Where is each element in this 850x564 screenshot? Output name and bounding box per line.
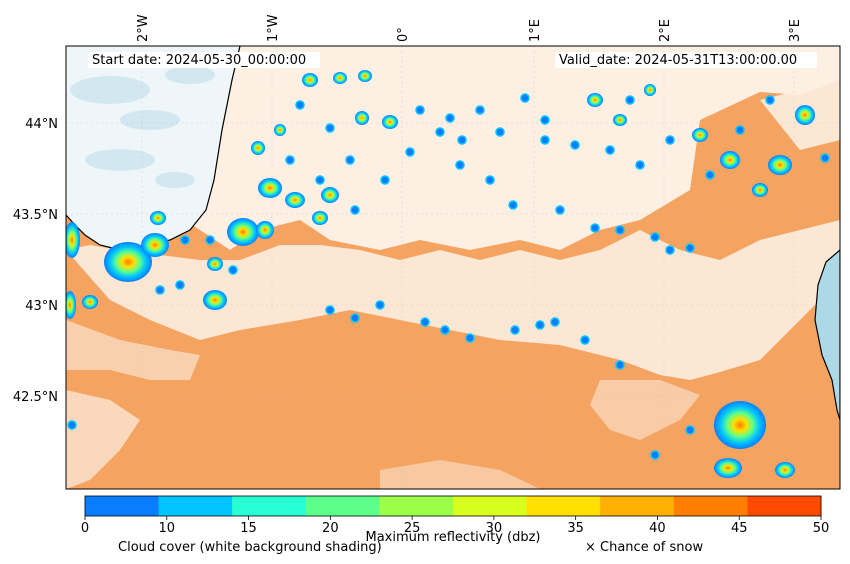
colorbar-segment [747, 496, 822, 516]
cloud-cover-shading [66, 46, 840, 489]
colorbar-segment [453, 496, 528, 516]
lon-label-2w: 2°W [136, 14, 151, 42]
colorbar-tick-label: 20 [322, 521, 339, 536]
colorbar-tick-label: 15 [240, 521, 257, 536]
longitude-labels: 2°W 1°W 0° 1°E 2°E 3°E [136, 14, 803, 42]
cloud-cover-note: Cloud cover (white background shading) [118, 540, 382, 555]
lat-label-42-5n: 42.5°N [13, 390, 58, 405]
start-date-box [88, 52, 320, 68]
lat-label-43n: 43°N [25, 299, 58, 314]
reflectivity-cells [66, 70, 815, 478]
latitude-labels: 44°N 43.5°N 43°N 42.5°N [13, 117, 58, 405]
colorbar-label: Maximum reflectivity (dbz) [366, 530, 541, 545]
lon-label-0: 0° [396, 27, 411, 42]
sea-cloud-texture [70, 66, 215, 188]
colorbar-tick-label: 35 [567, 521, 584, 536]
small-reflectivity-cells [67, 93, 830, 460]
lat-label-44n: 44°N [25, 117, 58, 132]
valid-date-label: Valid_date: 2024-05-31T13:00:00.00 [559, 53, 797, 68]
lon-label-2e: 2°E [658, 19, 673, 42]
snow-chance-note: × Chance of snow [585, 540, 703, 555]
colorbar-tick-label: 50 [813, 521, 830, 536]
colorbar-segment [673, 496, 748, 516]
lon-label-1e: 1°E [528, 19, 543, 42]
valid-date-box [555, 52, 817, 68]
colorbar-border [84, 495, 822, 517]
colorbar-segment [379, 496, 454, 516]
map-border [65, 45, 841, 490]
colorbar-segment [85, 496, 160, 516]
colorbar-segment [600, 496, 675, 516]
colorbar [84, 495, 822, 517]
lon-label-3e: 3°E [788, 19, 803, 42]
colorbar-ticks: 0 10 15 20 25 30 35 40 45 50 [81, 516, 829, 536]
lon-label-1w: 1°W [266, 14, 281, 42]
lat-label-43-5n: 43.5°N [13, 208, 58, 223]
colorbar-tick-label: 0 [81, 521, 89, 536]
colorbar-segment [526, 496, 601, 516]
atlantic-coastline [66, 46, 241, 251]
colorbar-tick-label: 45 [731, 521, 748, 536]
colorbar-segment [232, 496, 307, 516]
colorbar-tick-label: 25 [404, 521, 421, 536]
start-date-label: Start date: 2024-05-30_00:00:00 [92, 53, 306, 68]
mediterranean-sea [814, 249, 840, 421]
map-panel [66, 46, 840, 489]
colorbar-tick-label: 40 [649, 521, 666, 536]
colorbar-tick-label: 10 [159, 521, 176, 536]
colorbar-tick-label: 30 [486, 521, 503, 536]
colorbar-segment [158, 496, 233, 516]
colorbar-segment [305, 496, 380, 516]
